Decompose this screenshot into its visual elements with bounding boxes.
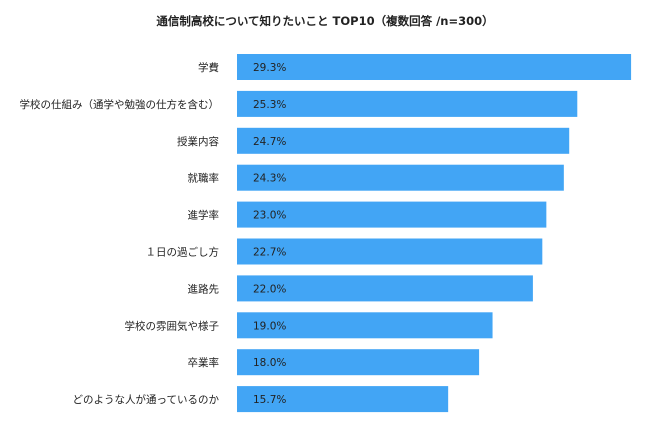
data-label: 22.7% (253, 247, 286, 259)
bar (237, 127, 570, 154)
data-label: 19.0% (253, 320, 286, 332)
bar (237, 349, 480, 376)
category-label: 学校の雰囲気や様子 (125, 319, 220, 332)
bar (237, 238, 543, 265)
category-label: どのような人が通っているのか (73, 393, 220, 406)
category-label: 進路先 (188, 282, 220, 295)
category-label: 卒業率 (188, 356, 220, 369)
data-label: 18.0% (253, 357, 286, 369)
category-label: 学校の仕組み（通学や勉強の仕方を含む） (20, 98, 220, 111)
category-label: １日の過ごし方 (146, 246, 220, 259)
data-label: 24.7% (253, 136, 286, 148)
bar (237, 275, 533, 302)
chart-title: 通信制高校について知りたいこと TOP10（複数回答 /n=300） (156, 14, 494, 28)
data-label: 25.3% (253, 99, 286, 111)
bar (237, 90, 578, 117)
bar (237, 54, 632, 80)
data-label: 24.3% (253, 173, 286, 185)
bar (237, 312, 493, 339)
category-label: 進学率 (188, 209, 220, 222)
bar (237, 386, 449, 413)
data-label: 22.0% (253, 283, 286, 295)
category-label: 就職率 (188, 172, 220, 185)
category-label: 学費 (198, 61, 219, 74)
data-label: 23.0% (253, 210, 286, 222)
data-label: 29.3% (253, 62, 286, 74)
bar (237, 201, 547, 228)
data-label: 15.7% (253, 394, 286, 406)
category-label: 授業内容 (177, 135, 219, 148)
bar (237, 164, 564, 191)
